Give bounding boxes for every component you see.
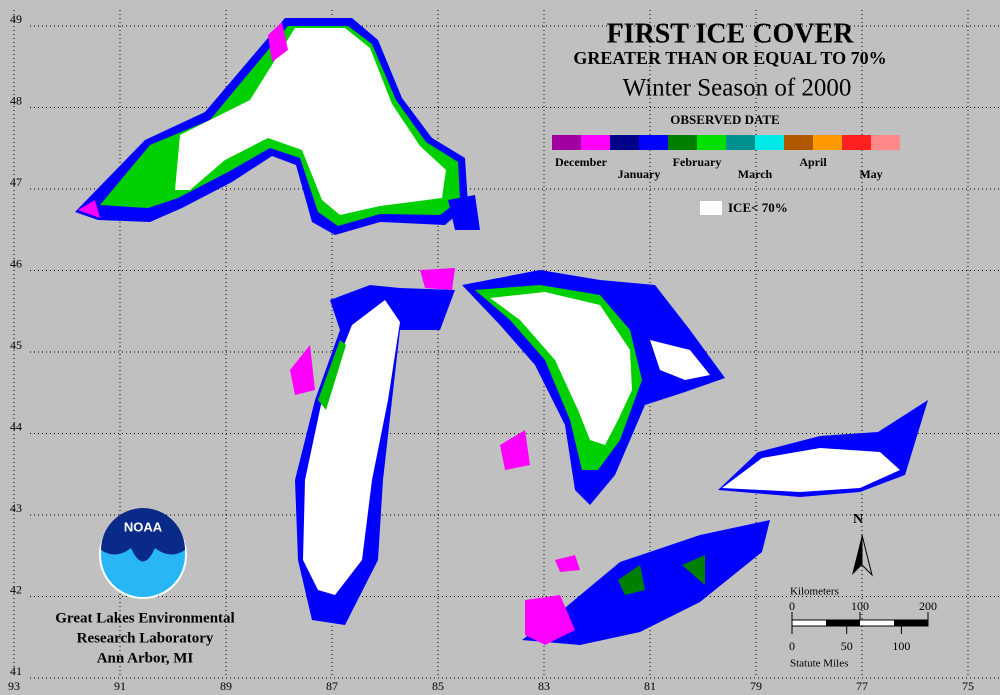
legend-swatch (755, 135, 784, 150)
latitude-label: 45 (10, 338, 22, 352)
north-arrow (861, 534, 873, 577)
mile-label: Statute Miles (790, 658, 848, 670)
legend-swatch (726, 135, 755, 150)
lake-erie (522, 520, 770, 645)
latitude-label: 47 (10, 175, 22, 189)
legend-label: March (738, 167, 773, 181)
latitude-label: 46 (10, 256, 22, 270)
title: FIRST ICE COVER (607, 18, 855, 49)
longitude-label: 75 (962, 679, 974, 693)
km-tick-label: 100 (851, 599, 869, 613)
km-tick-label: 0 (789, 599, 795, 613)
lake-michigan (290, 285, 455, 625)
lake-ontario (718, 400, 928, 497)
legend-label: April (799, 155, 827, 169)
mile-tick-label: 100 (892, 639, 910, 653)
credit: Great Lakes Environmental (55, 610, 234, 626)
latitude-label: 44 (10, 419, 22, 433)
mile-tick-label: 0 (789, 639, 795, 653)
no-ice-swatch (700, 201, 722, 215)
legend-swatch (784, 135, 813, 150)
legend-swatch (639, 135, 668, 150)
legend-swatch (552, 135, 581, 150)
subtitle: GREATER THAN OR EQUAL TO 70% (573, 48, 886, 68)
scale-bar: Kilometers 0 100 200 0 50 100 Statute Miles (789, 586, 937, 670)
legend-label: February (673, 155, 722, 169)
legend-swatch (668, 135, 697, 150)
km-label: Kilometers (790, 586, 839, 598)
legend-swatch (697, 135, 726, 150)
km-tick-label: 200 (919, 599, 937, 613)
legend-label: January (618, 167, 661, 181)
legend-swatch (581, 135, 610, 150)
legend-swatch (813, 135, 842, 150)
latitude-label: 43 (10, 501, 22, 515)
latitude-label: 42 (10, 582, 22, 596)
legend-swatch (871, 135, 900, 150)
north-arrow (852, 535, 862, 575)
longitude-label: 81 (644, 679, 656, 693)
longitude-label: 79 (750, 679, 762, 693)
longitude-label: 83 (538, 679, 550, 693)
logo-text: NOAA (124, 519, 163, 534)
longitude-label: 85 (432, 679, 444, 693)
legend-title: OBSERVED DATE (670, 112, 779, 127)
longitude-label: 89 (220, 679, 232, 693)
lake-superior (75, 18, 480, 235)
latitude-label: 48 (10, 93, 22, 107)
latitude-label: 49 (10, 12, 22, 26)
legend-label: May (859, 167, 882, 181)
legend-label: December (555, 155, 608, 169)
legend-swatch (610, 135, 639, 150)
no-ice-label: ICE< 70% (728, 200, 788, 215)
lake-huron (420, 268, 725, 505)
credit: Research Laboratory (77, 630, 214, 646)
longitude-label: 87 (326, 679, 338, 693)
longitude-label: 91 (114, 679, 126, 693)
mile-tick-label: 50 (841, 639, 853, 653)
legend-swatch (842, 135, 871, 150)
longitude-label: 93 (8, 679, 20, 693)
season: Winter Season of 2000 (623, 75, 852, 102)
north-label: N (853, 512, 863, 527)
legend: December January February March April May (552, 135, 900, 181)
longitude-label: 77 (856, 679, 868, 693)
noaa-logo: NOAA (99, 508, 187, 599)
latitude-label: 41 (10, 664, 22, 678)
credit: Ann Arbor, MI (97, 650, 194, 666)
